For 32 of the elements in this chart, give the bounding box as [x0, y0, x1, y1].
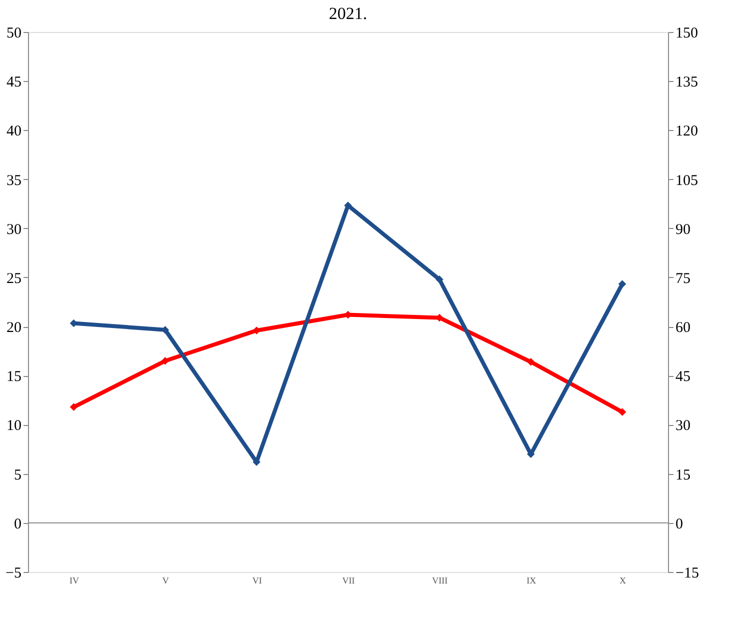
x-tick-label: VI: [252, 576, 262, 586]
chart-title: 2021.: [328, 4, 368, 23]
y2-tick-label: 150: [676, 26, 698, 42]
y2-tick-label: 105: [676, 172, 698, 189]
y-tick-label: 45: [6, 74, 22, 91]
x-tick-label: IV: [69, 576, 80, 586]
y2-tick-label: 75: [676, 270, 690, 287]
y2-tick-label: 120: [676, 124, 698, 140]
y2-tick-label: 0: [676, 516, 683, 532]
x-tick-label: VIII: [432, 576, 448, 586]
y-tick-label: 15: [6, 369, 22, 386]
y-tick-label: 10: [6, 418, 22, 434]
y-tick-label: 50: [6, 26, 22, 42]
y-tick-label: 20: [6, 320, 22, 336]
x-tick-label: V: [162, 576, 170, 586]
x-tick-label: IX: [526, 576, 537, 586]
x-tick-label: X: [620, 576, 627, 586]
y2-tick-label: 15: [676, 467, 690, 484]
y2-tick-label: 135: [676, 74, 698, 91]
y2-tick-label: 30: [676, 418, 690, 434]
y2-tick-label: 45: [676, 369, 690, 386]
y2-tick-label: 90: [676, 222, 690, 238]
y-tick-label: 40: [6, 124, 22, 140]
y-tick-label: −5: [6, 566, 22, 582]
y-tick-label: 25: [6, 270, 22, 287]
y-tick-label: 30: [6, 222, 22, 238]
x-tick-label: VII: [342, 576, 355, 586]
y2-tick-label: 60: [676, 320, 690, 336]
y-tick-label: 5: [14, 467, 22, 484]
y2-tick-label: −15: [676, 566, 699, 582]
y-tick-label: 0: [14, 516, 22, 532]
y-tick-label: 35: [6, 172, 22, 189]
